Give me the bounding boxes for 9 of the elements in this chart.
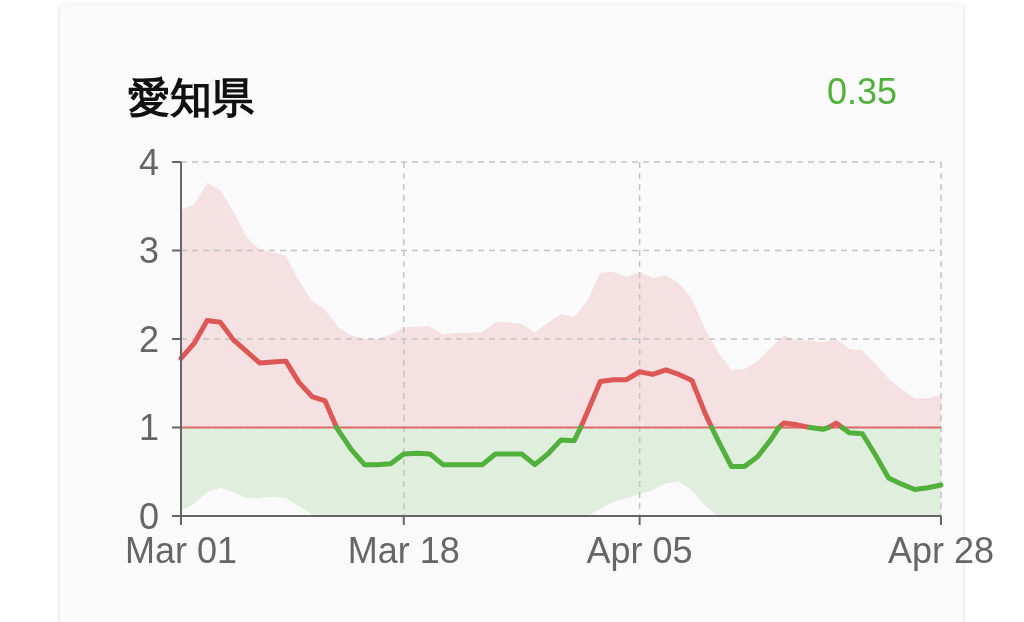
y-tick-label: 4 [138, 141, 159, 183]
y-tick-label: 3 [138, 230, 159, 271]
text: 0.35 [826, 71, 897, 112]
x-tick-label: Apr 05 [586, 530, 693, 571]
x-tick-label: Apr 28 [887, 530, 995, 571]
x-tick-label: Mar 18 [347, 530, 460, 571]
y-tick-label: 2 [138, 318, 159, 360]
chart-title: 愛知県 [128, 74, 255, 121]
y-tick-label: 1 [138, 407, 159, 448]
